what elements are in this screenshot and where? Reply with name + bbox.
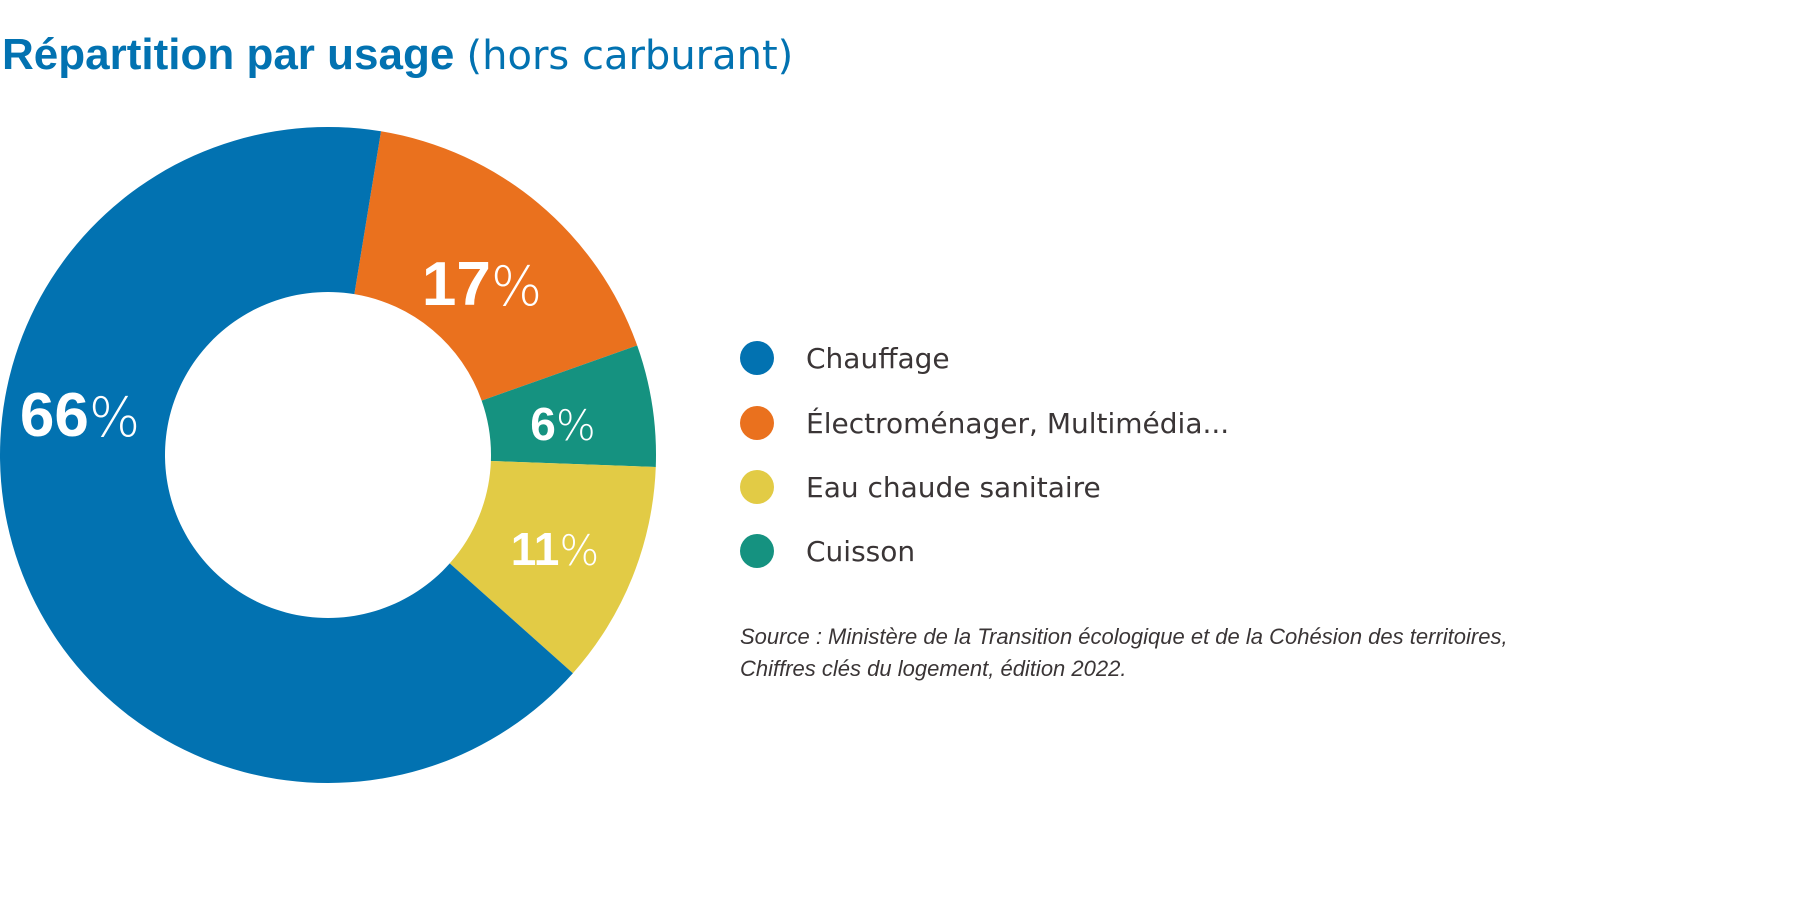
slice-chauffage bbox=[0, 127, 573, 783]
data-label-unit: % bbox=[89, 386, 140, 449]
data-label-unit: % bbox=[556, 401, 596, 450]
title-subtitle: (hors carburant) bbox=[466, 33, 794, 79]
slice-eau-chaude-sanitaire bbox=[449, 460, 656, 674]
source-line-2: Chiffres clés du logement, édition 2022. bbox=[740, 656, 1127, 681]
legend-dot bbox=[740, 470, 774, 504]
data-label-unit: % bbox=[491, 255, 542, 318]
legend-label: Électroménager, Multimédia... bbox=[806, 406, 1230, 440]
legend-dot bbox=[740, 341, 774, 375]
legend-dot bbox=[740, 534, 774, 568]
slice-cuisson bbox=[481, 345, 657, 468]
data-label: 17% bbox=[422, 250, 542, 319]
legend-label: Chauffage bbox=[806, 341, 950, 375]
legend-item-electromenager: Électroménager, Multimédia... bbox=[740, 403, 1229, 443]
chart-title: Répartition par usage (hors carburant) bbox=[2, 30, 793, 80]
legend-label: Cuisson bbox=[806, 534, 916, 568]
data-label: 6% bbox=[530, 398, 596, 450]
data-label-number: 6 bbox=[530, 398, 556, 450]
source-line-1: Source : Ministère de la Transition écol… bbox=[740, 624, 1508, 649]
legend-item-cuisson: Cuisson bbox=[740, 531, 915, 571]
legend-dot bbox=[740, 406, 774, 440]
data-label: 11% bbox=[511, 523, 600, 575]
data-label-number: 11 bbox=[511, 523, 560, 575]
data-label: 66% bbox=[20, 381, 140, 450]
legend-item-chauffage: Chauffage bbox=[740, 338, 950, 378]
slice--lectrom-nager-multim-dia bbox=[354, 131, 638, 401]
data-label-number: 17 bbox=[422, 250, 491, 319]
data-label-number: 66 bbox=[20, 381, 89, 450]
legend-item-eau-chaude: Eau chaude sanitaire bbox=[740, 467, 1101, 507]
data-label-unit: % bbox=[559, 526, 599, 575]
legend-label: Eau chaude sanitaire bbox=[806, 470, 1101, 504]
title-main: Répartition par usage bbox=[2, 30, 455, 79]
